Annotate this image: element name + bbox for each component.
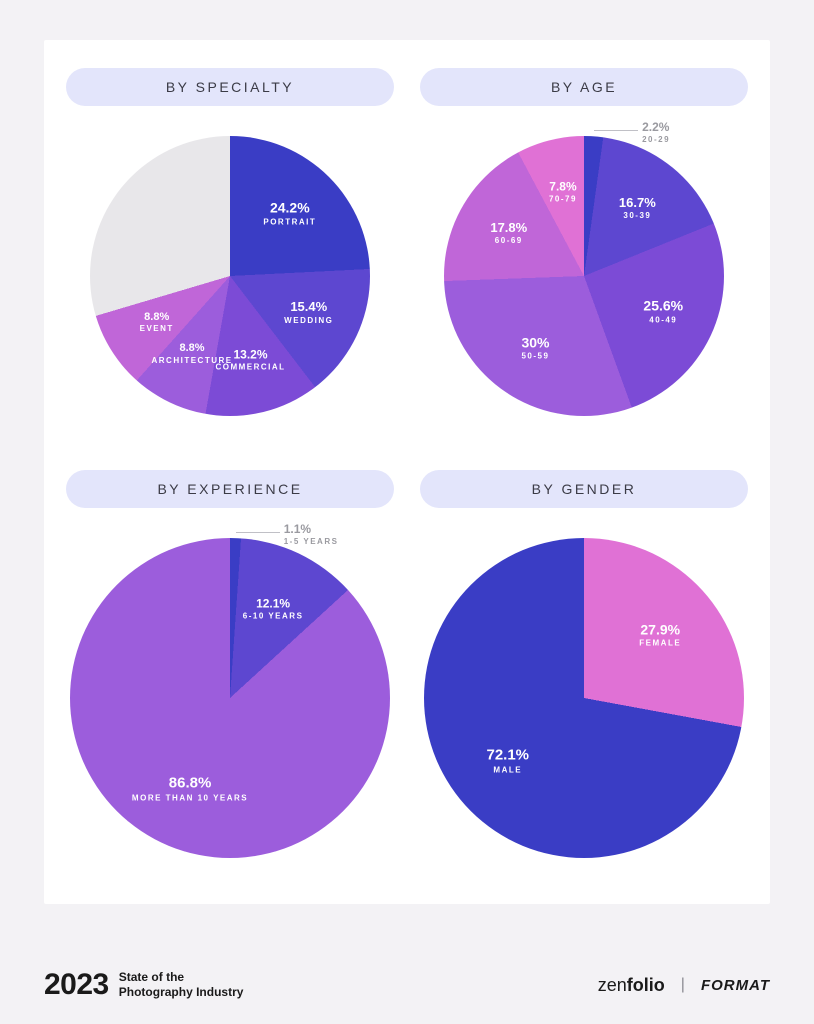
title-specialty: BY SPECIALTY [66, 68, 394, 106]
pie-age [444, 136, 724, 416]
footer-tag-l1: State of the [119, 970, 244, 985]
pie-label-experience-0: 1.1%1-5 YEARS [284, 522, 339, 546]
chart-experience: 1.1%1-5 YEARS12.1%6-10 YEARS86.8%MORE TH… [66, 528, 394, 868]
footer-year: 2023 [44, 968, 109, 1002]
footer-right: zenfolio | FORMAT [598, 975, 770, 996]
brand-zenfolio: zenfolio [598, 975, 665, 996]
brand-separator: | [681, 976, 685, 994]
pie-specialty [90, 136, 370, 416]
footer: 2023 State of the Photography Industry z… [44, 968, 770, 1002]
panel-specialty: BY SPECIALTY 24.2%PORTRAIT15.4%WEDDING13… [66, 68, 394, 426]
pie-experience [70, 538, 390, 858]
chart-age: 2.2%20-2916.7%30-3925.6%40-4930%50-5917.… [420, 126, 748, 426]
panel-age: BY AGE 2.2%20-2916.7%30-3925.6%40-4930%5… [420, 68, 748, 426]
panel-experience: BY EXPERIENCE 1.1%1-5 YEARS12.1%6-10 YEA… [66, 470, 394, 868]
chart-gender: 27.9%FEMALE72.1%MALE [420, 528, 748, 868]
footer-tag-l2: Photography Industry [119, 985, 244, 1000]
brand-format: FORMAT [701, 977, 770, 994]
title-gender: BY GENDER [420, 470, 748, 508]
chart-specialty: 24.2%PORTRAIT15.4%WEDDING13.2%COMMERCIAL… [66, 126, 394, 426]
pie-label-age-0: 2.2%20-29 [642, 120, 670, 144]
title-experience: BY EXPERIENCE [66, 470, 394, 508]
footer-left: 2023 State of the Photography Industry [44, 968, 243, 1002]
pie-gender [424, 538, 744, 858]
chart-grid: BY SPECIALTY 24.2%PORTRAIT15.4%WEDDING13… [66, 68, 748, 868]
panel-gender: BY GENDER 27.9%FEMALE72.1%MALE [420, 470, 748, 868]
infographic-card: BY SPECIALTY 24.2%PORTRAIT15.4%WEDDING13… [44, 40, 770, 904]
title-age: BY AGE [420, 68, 748, 106]
footer-tag: State of the Photography Industry [119, 970, 244, 1000]
